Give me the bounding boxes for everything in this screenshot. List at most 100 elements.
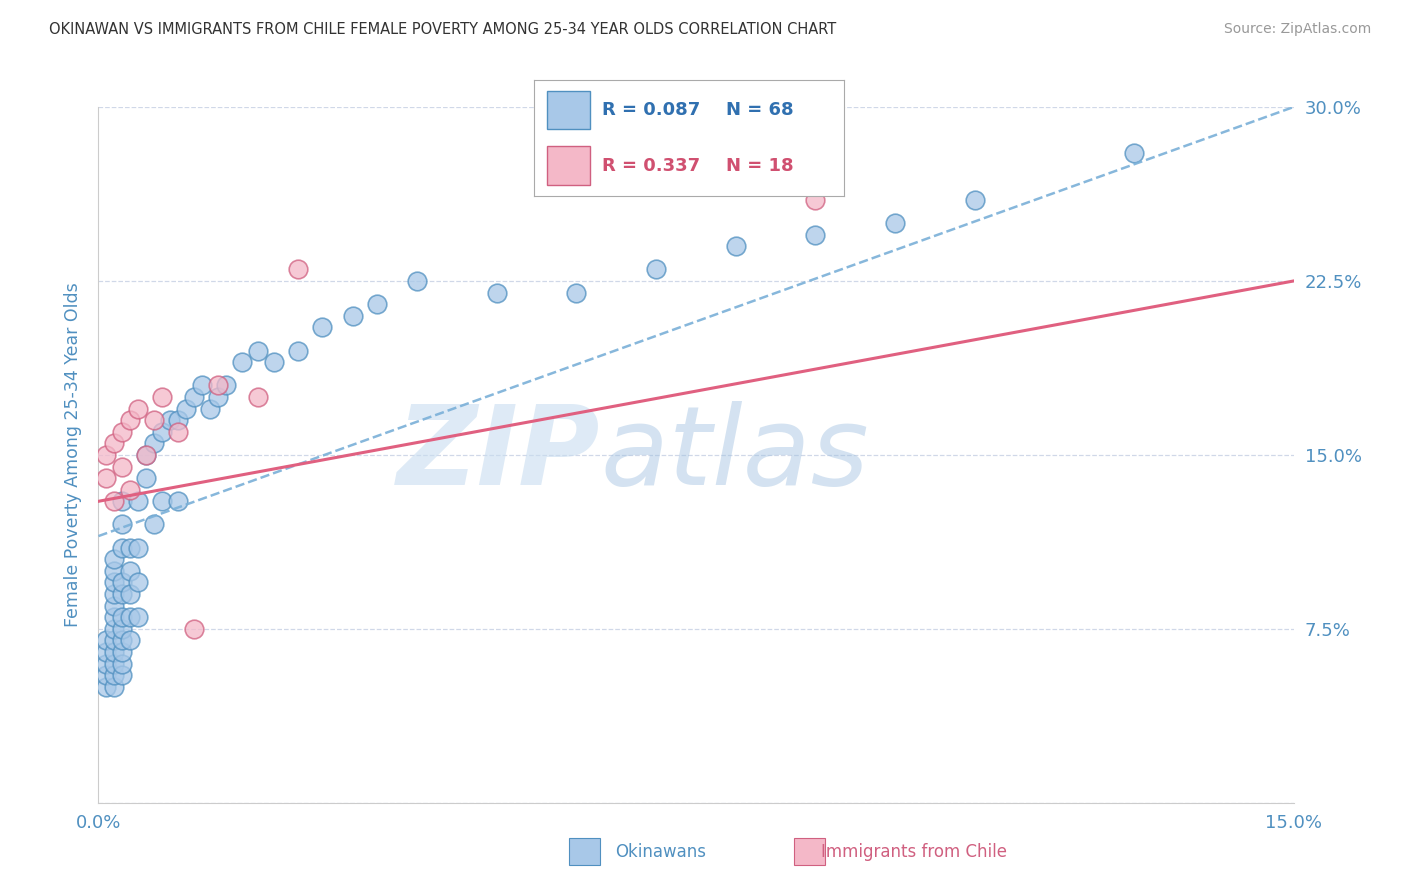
- Point: [963, 193, 986, 207]
- Point: [167, 425, 190, 439]
- Point: [103, 610, 125, 624]
- Point: [111, 668, 134, 682]
- Bar: [794, 838, 825, 865]
- Point: [120, 633, 142, 648]
- Point: [127, 610, 149, 624]
- Point: [342, 309, 364, 323]
- Bar: [569, 838, 600, 865]
- Point: [127, 541, 149, 555]
- Point: [111, 587, 134, 601]
- Point: [191, 378, 214, 392]
- Point: [127, 494, 149, 508]
- Point: [1123, 146, 1146, 161]
- Point: [311, 320, 333, 334]
- Point: [804, 227, 827, 242]
- Bar: [547, 91, 591, 129]
- Point: [96, 645, 118, 659]
- Point: [103, 575, 125, 590]
- Point: [246, 390, 269, 404]
- Point: [167, 494, 190, 508]
- Point: [96, 471, 118, 485]
- Point: [120, 610, 142, 624]
- Point: [120, 587, 142, 601]
- Text: R = 0.337: R = 0.337: [602, 157, 700, 175]
- Point: [111, 575, 134, 590]
- Point: [150, 494, 173, 508]
- Point: [406, 274, 429, 288]
- Point: [183, 390, 205, 404]
- Point: [103, 599, 125, 613]
- Point: [103, 587, 125, 601]
- Y-axis label: Female Poverty Among 25-34 Year Olds: Female Poverty Among 25-34 Year Olds: [63, 283, 82, 627]
- Point: [103, 552, 125, 566]
- Point: [111, 645, 134, 659]
- Text: Source: ZipAtlas.com: Source: ZipAtlas.com: [1223, 22, 1371, 37]
- Point: [103, 436, 125, 450]
- Point: [198, 401, 221, 416]
- Point: [111, 541, 134, 555]
- Point: [111, 657, 134, 671]
- Point: [143, 436, 166, 450]
- Point: [96, 668, 118, 682]
- Point: [174, 401, 197, 416]
- Point: [103, 633, 125, 648]
- Point: [804, 193, 827, 207]
- Point: [167, 413, 190, 427]
- Point: [183, 622, 205, 636]
- Point: [111, 494, 134, 508]
- Point: [143, 413, 166, 427]
- Point: [287, 262, 309, 277]
- Point: [287, 343, 309, 358]
- Point: [127, 575, 149, 590]
- Point: [103, 645, 125, 659]
- Text: atlas: atlas: [600, 401, 869, 508]
- Point: [143, 517, 166, 532]
- Point: [207, 378, 229, 392]
- Point: [103, 680, 125, 694]
- Point: [120, 541, 142, 555]
- Point: [135, 448, 157, 462]
- Point: [120, 413, 142, 427]
- Point: [111, 633, 134, 648]
- Point: [111, 610, 134, 624]
- Text: OKINAWAN VS IMMIGRANTS FROM CHILE FEMALE POVERTY AMONG 25-34 YEAR OLDS CORRELATI: OKINAWAN VS IMMIGRANTS FROM CHILE FEMALE…: [49, 22, 837, 37]
- Point: [96, 657, 118, 671]
- Point: [366, 297, 388, 311]
- Text: Immigrants from Chile: Immigrants from Chile: [821, 843, 1007, 861]
- Point: [724, 239, 747, 253]
- Point: [159, 413, 181, 427]
- Text: Okinawans: Okinawans: [616, 843, 706, 861]
- Point: [150, 390, 173, 404]
- Text: ZIP: ZIP: [396, 401, 600, 508]
- Point: [111, 425, 134, 439]
- Point: [135, 448, 157, 462]
- Point: [231, 355, 253, 369]
- Point: [96, 633, 118, 648]
- Text: R = 0.087: R = 0.087: [602, 102, 700, 120]
- Point: [207, 390, 229, 404]
- Point: [135, 471, 157, 485]
- Point: [127, 401, 149, 416]
- Point: [103, 494, 125, 508]
- Bar: [547, 146, 591, 185]
- Point: [111, 517, 134, 532]
- Point: [120, 564, 142, 578]
- Point: [111, 622, 134, 636]
- Point: [246, 343, 269, 358]
- Point: [565, 285, 588, 300]
- Point: [884, 216, 907, 230]
- Point: [215, 378, 238, 392]
- Point: [103, 668, 125, 682]
- Point: [96, 680, 118, 694]
- Point: [263, 355, 285, 369]
- Text: N = 68: N = 68: [725, 102, 793, 120]
- Text: N = 18: N = 18: [725, 157, 793, 175]
- Point: [485, 285, 508, 300]
- Point: [96, 448, 118, 462]
- Point: [645, 262, 668, 277]
- Point: [103, 564, 125, 578]
- Point: [150, 425, 173, 439]
- Point: [120, 483, 142, 497]
- Point: [103, 622, 125, 636]
- Point: [103, 657, 125, 671]
